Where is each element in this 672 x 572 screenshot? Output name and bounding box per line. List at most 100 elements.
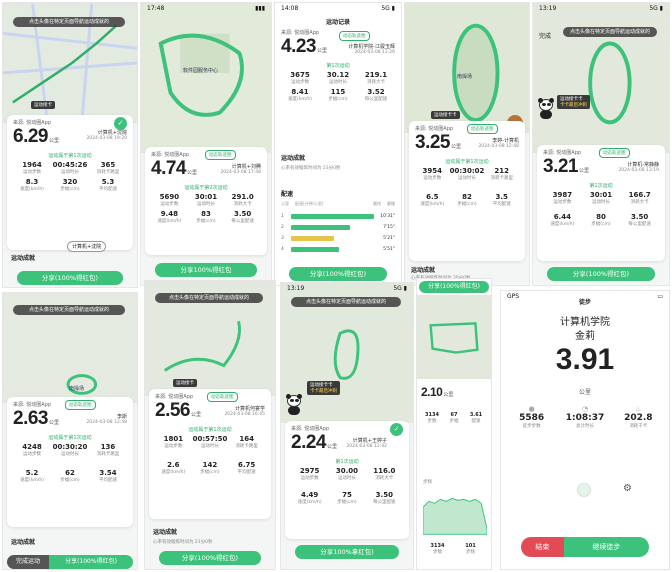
distance-unit: 公里: [443, 392, 454, 398]
clock: 13:19: [287, 285, 305, 292]
share-button[interactable]: 分享(100%得红包): [159, 551, 261, 565]
distance-value: 2.24: [291, 432, 326, 453]
pace-value: 10'31": [380, 214, 395, 219]
stat-cell: 3134 步数: [425, 412, 439, 424]
done-button[interactable]: 完成运动: [7, 555, 49, 569]
pace-bar: [291, 214, 374, 219]
place-label: 南操场: [457, 74, 473, 80]
share-button[interactable]: 分享100%得红包: [155, 263, 257, 277]
user-info: 李婷-计算机 2024-03-08 12:48: [478, 137, 519, 149]
tip-banner: 点击头像在特定页面导航运动成就的: [563, 27, 657, 37]
tip-banner: 点击头像在特定页面导航运动成就的: [13, 17, 125, 27]
track-button[interactable]: 动态轨迹图: [65, 400, 96, 410]
stat-cell: 00:30:02 运动时长: [449, 167, 485, 181]
map-view[interactable]: [141, 3, 271, 153]
chevron-icon[interactable]: ✓: [390, 423, 403, 436]
pace-value: 5'21": [383, 236, 395, 241]
stat-cell: 6.5 速度(km/h): [420, 193, 445, 207]
stat-cell: 116.0 消耗大卡: [373, 467, 396, 481]
status-bar: 13:19 5G ▮: [533, 3, 669, 15]
group-heading: 计算机学院: [560, 317, 610, 328]
record-date: 2024-03-08 12:48: [86, 420, 127, 425]
screenshot-panel-4: 南操场 运动接卡卡 来源: 悦动圈App 动态轨迹图 3.25公里 李婷-计算机…: [404, 2, 530, 286]
gear-icon[interactable]: ⚙: [623, 483, 632, 494]
share-button[interactable]: 分享(100%得红包): [17, 271, 123, 285]
chevron-icon[interactable]: ✓: [114, 117, 127, 130]
achievement-text: 心率有效锻炼时间为 21分0秒: [153, 540, 213, 545]
stat-cell: 3987 运动步数: [552, 191, 573, 205]
screenshot-panel-2: 17:48 ▮▮▮ 软件园服务中心 来源: 悦动圈App 4.74公里 动态轨迹图…: [140, 2, 272, 286]
page-title: 徒步: [578, 299, 591, 306]
stat-cell: 142 步幅(cm): [200, 461, 220, 475]
stat-cell: 30.12 运动时长: [326, 71, 350, 85]
share-button[interactable]: 分享(100%得红包): [419, 281, 489, 293]
track-button[interactable]: 动态轨迹图: [339, 31, 370, 41]
pace-heading: 配速: [281, 191, 294, 198]
track-button[interactable]: 动态轨迹图: [205, 150, 236, 160]
share-button[interactable]: 分享100%拿红包): [295, 545, 399, 559]
distance-value: 2.63: [13, 408, 48, 429]
tip-banner: 点击头像在特定页面导航运动成就的: [155, 293, 263, 303]
screenshot-panel-6: 点击头像在特定页面导航运动成就的 南操场 来源: 悦动圈App 动态轨迹图 2.…: [2, 292, 138, 570]
share-button[interactable]: 分享(100%得红包): [289, 267, 387, 281]
result-card: 来源: 悦动圈App 动态轨迹图 3.21公里 计算机-常静静 2024-03-0…: [537, 145, 665, 261]
status-bar: 13:19 5G ▮: [281, 283, 413, 295]
pace-row: 1 10'31": [281, 211, 395, 222]
section-label: 运动属于第1次运动: [48, 153, 92, 159]
location-icon[interactable]: [577, 483, 591, 497]
record-date: 2024-03-08 16:45: [224, 412, 265, 417]
user-name: 计算机+刘腾: [231, 164, 261, 170]
distance-unit: 公里: [316, 48, 327, 54]
map-view[interactable]: [405, 3, 529, 133]
section-label: 运动属于第1次运动: [445, 159, 489, 165]
gps-label: GPS: [507, 293, 520, 300]
stat-cell: 3.5 平均配速: [492, 193, 511, 207]
pace-bar: [291, 236, 335, 241]
stats-grid: 1964 运动步数 00:45:26 运动时长 365 消耗卡路里 8.3 速度(km/…: [13, 161, 127, 192]
screenshot-panel-9: 分享(100%得红包) 2.10公里 3134 步数 67 步幅 3.61 配速 步频…: [416, 278, 492, 570]
track-button[interactable]: 动态轨迹图: [599, 148, 630, 158]
pace-bar: [291, 247, 339, 252]
section-label: 第1次运动: [326, 63, 350, 69]
map-view[interactable]: [417, 295, 491, 379]
stat-cell: 4.49 速度(km/h): [297, 491, 322, 505]
pace-km: 1: [281, 214, 284, 219]
distance-unit: 公里: [186, 170, 197, 176]
stat-cell: 5.3 平均配速: [99, 178, 117, 192]
checkin-tag: 运动接卡: [31, 101, 55, 109]
stat-cell: 00:57:50 运动时长: [192, 435, 228, 449]
checkin-tag: 运动接卡卡 卡卡最后冲刺: [557, 95, 590, 109]
app-source: 来源: 悦动圈App: [291, 426, 330, 432]
screenshot-panel-1: 点击头像在特定页面导航运动成就的 运动接卡 来源: 悦动圈App 6.29公里 …: [2, 2, 138, 288]
stats-grid: ● 5586 徒步步数 ◔ 1:08:37 总计时长 ♨ 202.8 消耗千卡: [505, 405, 665, 429]
record-date: 2024-03-08 12:48: [478, 144, 519, 149]
share-button[interactable]: 分享(100%得红包): [547, 267, 655, 281]
app-source: 来源: 悦动圈App: [281, 30, 320, 36]
pace-row: 3 5'21": [281, 233, 395, 244]
map-view[interactable]: [533, 3, 669, 153]
stat-cell: 3.54 平均配速: [99, 469, 117, 483]
place-label: 软件园服务中心: [183, 68, 219, 74]
distance-unit: 公里: [450, 144, 461, 150]
share-button[interactable]: 分享(100%得红包): [49, 555, 133, 569]
stat-cell: 320 步幅(cm): [60, 178, 80, 192]
done-button[interactable]: 完成: [539, 33, 552, 40]
end-button[interactable]: 结束: [521, 537, 564, 557]
stat-cell: 80 步幅(cm): [591, 213, 611, 227]
screenshot-panel-7: 点击头像在特定页面导航运动成就的 运动接卡 来源: 悦动圈App 动态轨迹图 2…: [144, 280, 276, 570]
track-button[interactable]: 动态轨迹图: [467, 124, 498, 134]
distance-unit: 公里: [578, 389, 591, 396]
stat-cell: 00:30:20 运动时长: [52, 443, 88, 457]
stat-cell: 3.50 每公里配速: [628, 213, 651, 227]
user-name: 金莉: [575, 331, 595, 342]
section-label: 运动属于第1次运动: [48, 435, 92, 441]
pace-row: 4 5'51": [281, 244, 395, 255]
continue-button[interactable]: 继续徒步: [563, 537, 649, 557]
screenshot-panel-8: 13:19 5G ▮ 点击头像在特定页面导航运动成就的 运动接卡卡 卡卡最后冲刺 来…: [280, 282, 414, 570]
track-button[interactable]: 动态轨迹图: [207, 392, 238, 402]
bottom-bar: 完成运动 分享(100%得红包): [7, 555, 133, 569]
stat-cell: 101 步频: [465, 543, 476, 555]
screenshot-panel-5: 13:19 5G ▮ 完成 点击头像在特定页面导航运动成就的 运动接卡卡 卡卡最后冲…: [532, 2, 670, 286]
stat-cell: 62 步幅(cm): [60, 469, 80, 483]
stats-grid: 2975 运动步数 30.00 运动时长 116.0 消耗大卡 4.49 速度(km/h…: [291, 467, 403, 505]
